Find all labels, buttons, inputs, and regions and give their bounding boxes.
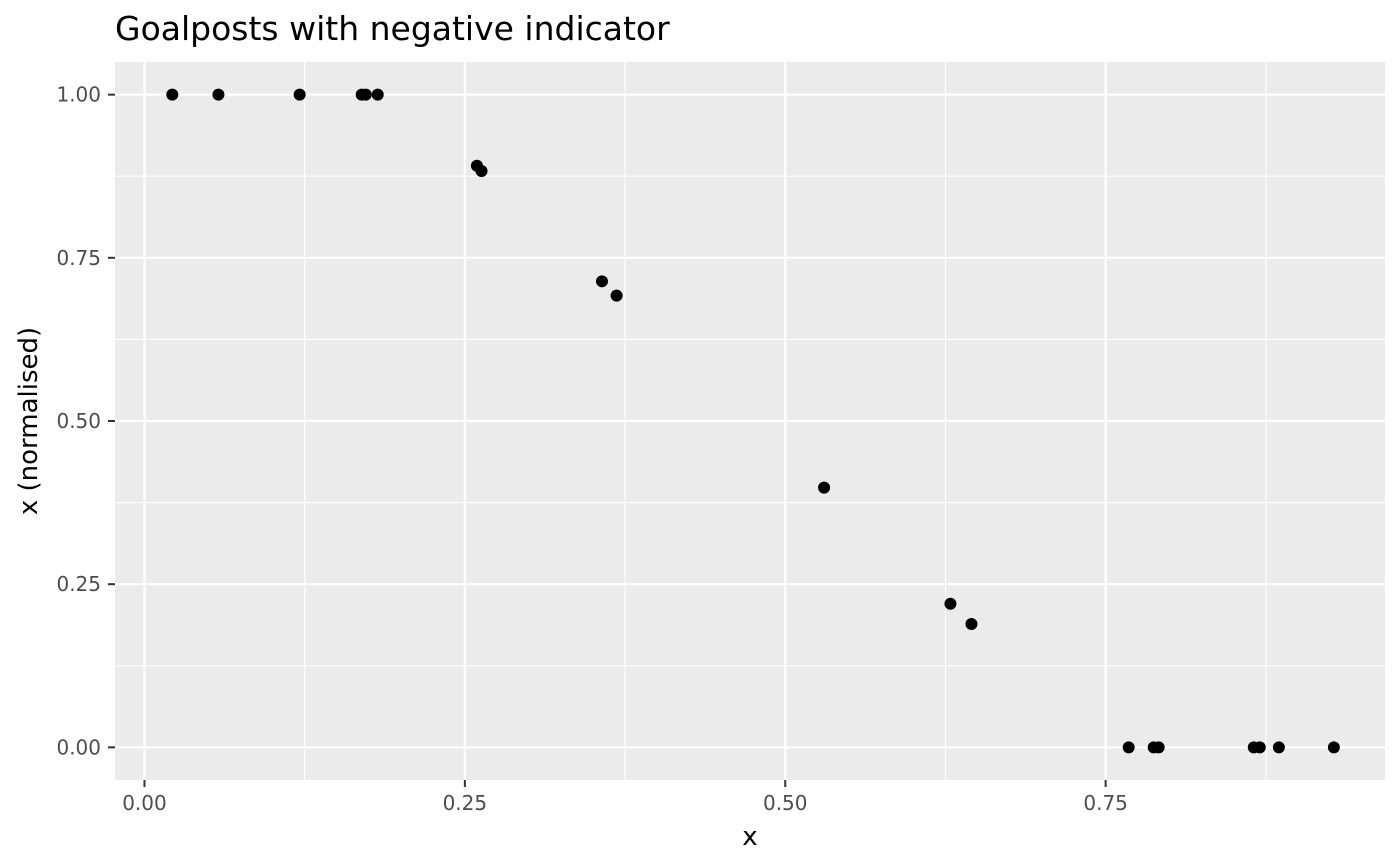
- data-point: [1152, 741, 1165, 754]
- x-tick-label: 0.50: [763, 791, 808, 815]
- y-axis-label: x (normalised): [14, 327, 44, 515]
- data-points: [166, 88, 1340, 754]
- data-point: [371, 88, 384, 101]
- data-point: [818, 481, 831, 494]
- x-axis: 0.00 0.25 0.50 0.75: [122, 780, 1128, 815]
- y-tick-label: 0.75: [56, 246, 101, 270]
- data-point: [610, 289, 623, 302]
- x-axis-label: x: [742, 822, 757, 852]
- chart-title: Goalposts with negative indicator: [115, 9, 670, 48]
- major-gridlines: [115, 62, 1385, 780]
- data-point: [475, 165, 488, 178]
- y-tick-label: 0.50: [56, 409, 101, 433]
- y-tick-label: 0.25: [56, 572, 101, 596]
- data-point: [944, 597, 957, 610]
- y-tick-label: 1.00: [56, 83, 101, 107]
- data-point: [1272, 741, 1285, 754]
- data-point: [293, 88, 306, 101]
- data-point: [1327, 741, 1340, 754]
- data-point: [1253, 741, 1266, 754]
- data-point: [212, 88, 225, 101]
- data-point: [359, 88, 372, 101]
- data-point: [166, 88, 179, 101]
- x-tick-label: 0.25: [443, 791, 488, 815]
- x-tick-label: 0.00: [122, 791, 167, 815]
- y-tick-label: 0.00: [56, 735, 101, 759]
- data-point: [965, 617, 978, 630]
- y-axis: 0.00 0.25 0.50 0.75 1.00: [56, 83, 115, 759]
- data-point: [1122, 741, 1135, 754]
- data-point: [595, 275, 608, 288]
- x-tick-label: 0.75: [1083, 791, 1128, 815]
